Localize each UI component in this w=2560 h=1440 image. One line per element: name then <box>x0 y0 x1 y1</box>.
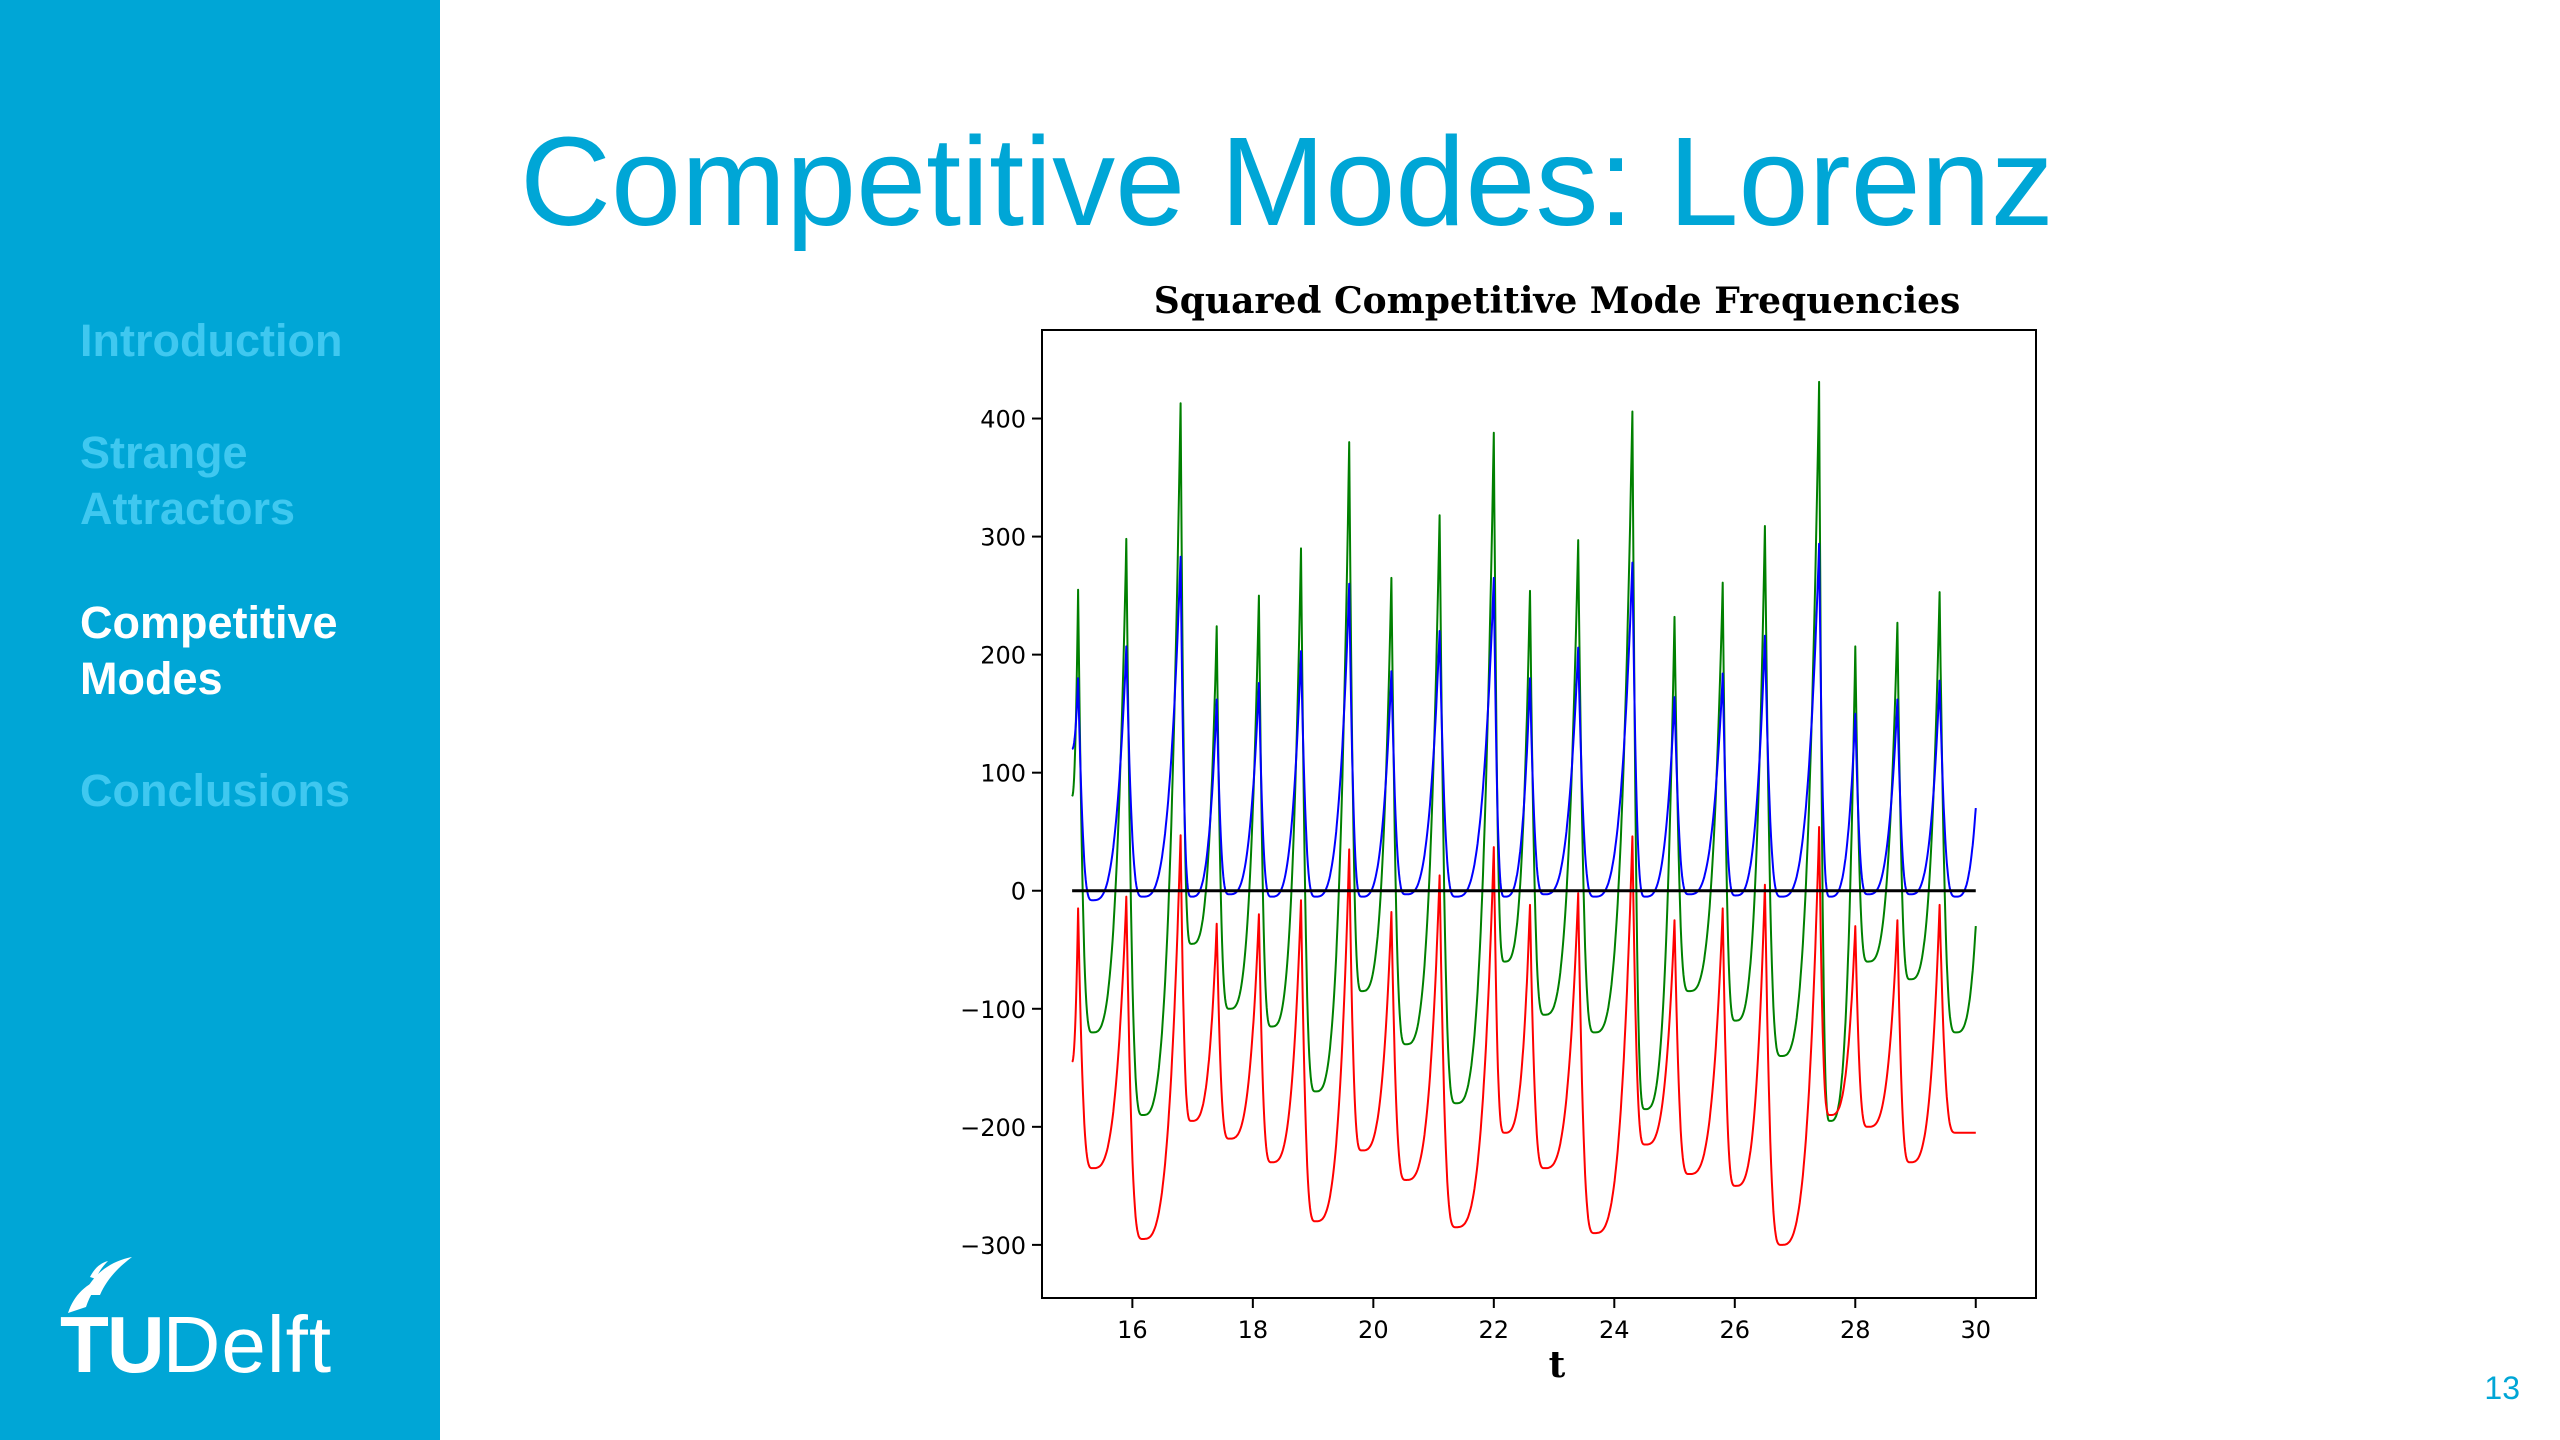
nav-item-competitive-modes[interactable]: Competitive Modes <box>80 595 420 707</box>
x-tick-label: 28 <box>1840 1316 1871 1344</box>
nav-item-strange-attractors[interactable]: Strange Attractors <box>80 425 420 537</box>
y-tick-label: 100 <box>980 760 1026 788</box>
x-tick-label: 30 <box>1960 1316 1991 1344</box>
y-tick-label: 0 <box>1011 878 1026 906</box>
x-tick-label: 18 <box>1238 1316 1269 1344</box>
series-red-line <box>1071 826 1977 1246</box>
frequency-chart: Squared Competitive Mode Frequencies 16 1… <box>960 280 2037 1386</box>
logo-delft-text: Delft <box>162 1300 333 1389</box>
nav-item-label: Modes <box>80 653 223 704</box>
tu-delft-logo: TUDelft <box>60 1300 332 1390</box>
tu-delft-flame-icon <box>68 1257 132 1313</box>
page-title: Competitive Modes: Lorenz <box>520 111 2054 252</box>
sidebar: Introduction Strange Attractors Competitive… <box>0 0 440 1440</box>
nav-item-introduction[interactable]: Introduction <box>80 313 420 369</box>
y-tick-label: 400 <box>980 406 1026 434</box>
nav-item-label: Strange <box>80 427 248 478</box>
x-axis: 16 18 20 22 24 26 28 30 <box>1117 1298 1991 1344</box>
y-tick-label: −300 <box>960 1232 1026 1260</box>
x-tick-label: 20 <box>1358 1316 1389 1344</box>
nav-item-conclusions[interactable]: Conclusions <box>80 763 420 819</box>
nav-item-label: Conclusions <box>80 765 351 816</box>
x-axis-label: t <box>1549 1344 1566 1386</box>
x-tick-label: 24 <box>1599 1316 1630 1344</box>
plot-frame <box>1041 329 2037 1299</box>
nav-item-label: Attractors <box>80 483 296 534</box>
x-tick-label: 16 <box>1117 1316 1148 1344</box>
plot-lines <box>1071 380 1977 1246</box>
y-tick-label: 300 <box>980 524 1026 552</box>
y-axis: −300 −200 −100 0 100 200 300 400 <box>960 406 1042 1260</box>
series-green-line <box>1071 380 1977 1122</box>
y-tick-label: 200 <box>980 642 1026 670</box>
page-number: 13 <box>2484 1370 2520 1406</box>
chart-title: Squared Competitive Mode Frequencies <box>1154 280 1961 322</box>
x-tick-label: 26 <box>1720 1316 1751 1344</box>
y-tick-label: −200 <box>960 1114 1026 1142</box>
nav-item-label: Competitive <box>80 597 338 648</box>
x-tick-label: 22 <box>1479 1316 1510 1344</box>
y-tick-label: −100 <box>960 996 1026 1024</box>
series-blue-line <box>1071 542 1977 902</box>
nav-item-label: Introduction <box>80 315 343 366</box>
logo-tu-text: TU <box>60 1300 165 1389</box>
